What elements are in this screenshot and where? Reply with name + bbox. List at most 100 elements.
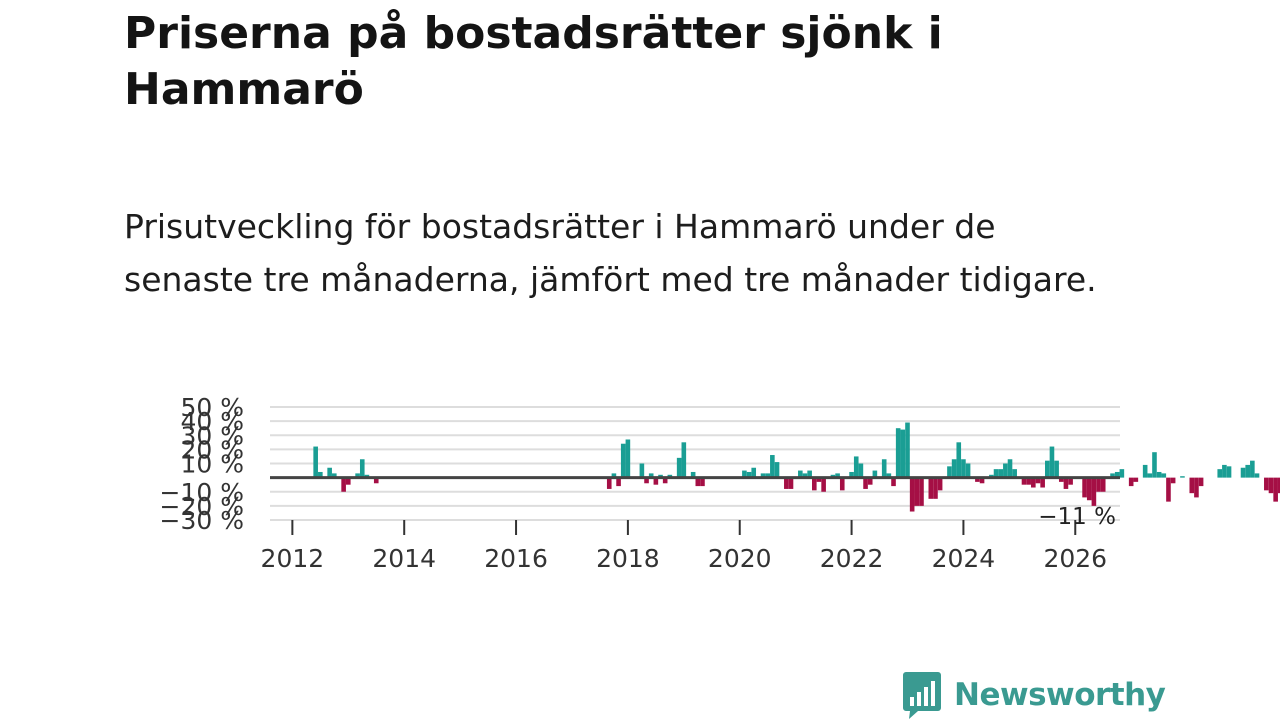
bar: [900, 429, 906, 478]
bar: [905, 422, 910, 478]
bar: [1082, 477, 1087, 498]
bar: [1217, 469, 1223, 478]
bar: [909, 477, 915, 512]
bar: [1170, 477, 1176, 484]
bar: [1142, 464, 1148, 478]
bar: [1063, 477, 1069, 489]
bar: [1194, 477, 1199, 498]
bar: [765, 473, 770, 478]
bar: [812, 477, 817, 491]
x-axis: 2012 2014 2016 2018 2020 2022 2024 2026: [261, 520, 1107, 573]
bar: [1031, 477, 1036, 488]
bar: [1040, 477, 1045, 488]
bar: [933, 477, 938, 499]
bar: [1254, 473, 1260, 478]
bar: [1058, 477, 1064, 482]
bar: [975, 477, 980, 482]
bar: [1096, 477, 1101, 492]
bar: [1091, 477, 1097, 506]
bar: [662, 477, 668, 484]
bar: [839, 477, 845, 491]
bar: [774, 462, 780, 478]
bar: [919, 477, 924, 506]
bar: [690, 471, 696, 478]
bar: [951, 459, 957, 478]
y-tick-label: 30 %: [180, 421, 244, 450]
bar: [1100, 477, 1106, 492]
bar: [956, 442, 962, 478]
bar: [746, 471, 752, 478]
bar: [1086, 477, 1092, 501]
bar: [653, 477, 659, 485]
bar: [318, 471, 323, 478]
bar: [313, 446, 318, 478]
bar: [872, 470, 878, 478]
bar: [1152, 452, 1157, 478]
bar: [798, 470, 803, 478]
bar-chart: −30 %−20 %−10 %10 %20 %30 %40 %50 % 2012…: [160, 393, 1280, 573]
x-tick-label: 2018: [596, 544, 660, 573]
bar: [1222, 464, 1227, 478]
bar: [1068, 477, 1073, 485]
bar: [695, 477, 701, 487]
bar: [1250, 460, 1255, 478]
bar: [1273, 477, 1278, 502]
bar: [648, 473, 654, 478]
bar: [821, 477, 826, 492]
bar: [1045, 460, 1050, 478]
bar: [835, 473, 840, 478]
bar: [1114, 471, 1120, 478]
bar: [742, 470, 747, 478]
x-tick-label: 2014: [372, 544, 436, 573]
bar: [1110, 473, 1115, 478]
bar: [1128, 477, 1134, 487]
bar: [332, 473, 337, 478]
bar: [639, 463, 645, 478]
bar: [1189, 477, 1195, 494]
x-tick-label: 2024: [932, 544, 996, 573]
bar: [1054, 460, 1059, 478]
bar: [993, 469, 999, 478]
bar: [770, 455, 775, 478]
bar: [616, 477, 621, 487]
bar: [858, 463, 864, 478]
bar: [928, 477, 934, 499]
bar: [961, 459, 966, 478]
bar: [606, 477, 612, 489]
bar: [816, 477, 822, 482]
bar: [644, 477, 649, 484]
bar: [1035, 477, 1041, 484]
bar: [700, 477, 705, 487]
bar: [1180, 476, 1185, 478]
bar: [1264, 477, 1269, 491]
bar: [355, 473, 360, 478]
bar: [802, 473, 808, 478]
bar: [1166, 477, 1171, 502]
bar: [863, 477, 868, 489]
bar: [1021, 477, 1027, 485]
bar: [979, 477, 985, 484]
y-axis-labels: −30 %−20 %−10 %10 %20 %30 %40 %50 %: [160, 393, 244, 535]
bar: [345, 477, 351, 485]
y-tick-label: 40 %: [180, 407, 244, 436]
bar: [1156, 471, 1162, 478]
brand-logo: Newsworthy: [902, 670, 1166, 720]
bar: [807, 470, 812, 478]
bar: [1161, 473, 1167, 478]
bar: [937, 477, 943, 491]
bar: [1007, 459, 1013, 478]
bar-chart-speech-bubble-icon: [903, 672, 941, 719]
bar: [359, 459, 365, 478]
bar: [611, 473, 617, 478]
y-tick-label: −30 %: [160, 506, 244, 535]
bar: [620, 443, 626, 478]
bar: [1133, 477, 1139, 482]
bar: [1245, 464, 1250, 478]
latest-value-label: −11 %: [1038, 504, 1116, 530]
bar: [853, 456, 859, 478]
bar: [965, 463, 971, 478]
chart-subtitle: Prisutveckling för bostadsrätter i Hamma…: [124, 207, 1097, 299]
y-tick-label: −20 %: [160, 492, 244, 521]
bar: [751, 467, 757, 478]
bar: [1026, 477, 1031, 485]
